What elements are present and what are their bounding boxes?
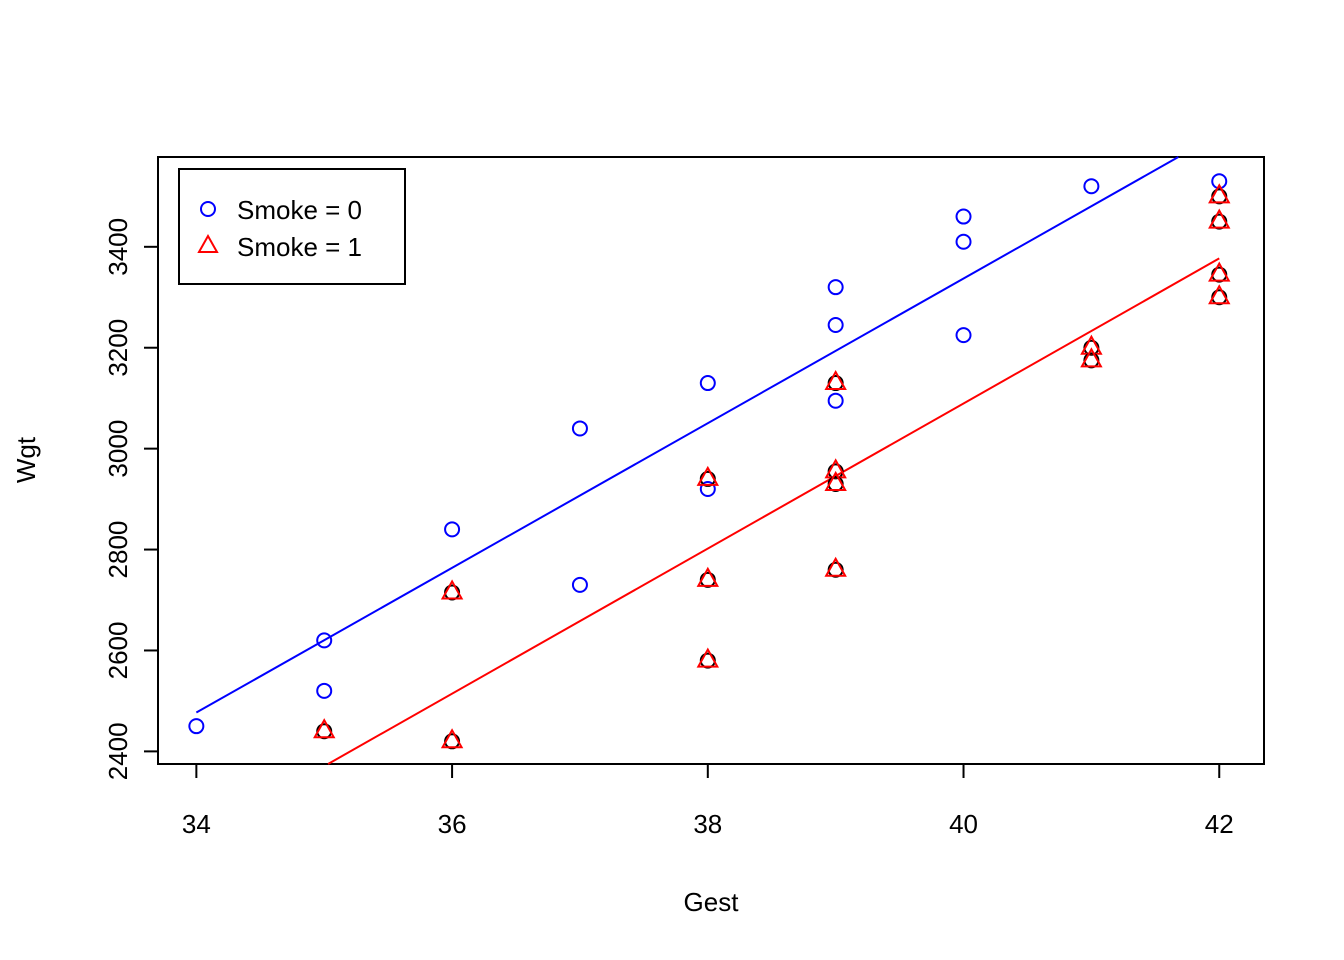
point-smoke-1-circle bbox=[1211, 289, 1228, 306]
point-smoke-0 bbox=[571, 420, 588, 437]
fit-line-series-1 bbox=[327, 257, 1220, 765]
point-smoke-1-circle bbox=[699, 652, 716, 669]
y-tick-label: 2800 bbox=[103, 521, 133, 579]
point-smoke-0 bbox=[316, 682, 333, 699]
point-smoke-1 bbox=[824, 470, 847, 491]
x-axis-title: Gest bbox=[684, 887, 740, 917]
legend-triangle-marker bbox=[197, 233, 219, 253]
point-smoke-0 bbox=[316, 632, 333, 649]
point-smoke-0 bbox=[571, 576, 588, 593]
point-smoke-0 bbox=[444, 521, 461, 538]
y-tick-label: 3000 bbox=[103, 420, 133, 478]
point-smoke-0 bbox=[827, 392, 844, 409]
point-smoke-1-circle bbox=[1211, 213, 1228, 230]
point-smoke-0 bbox=[955, 233, 972, 250]
legend-label-smoke-1: Smoke = 1 bbox=[237, 232, 362, 262]
point-smoke-1 bbox=[824, 369, 847, 391]
y-tick-label: 3200 bbox=[103, 319, 133, 377]
point-smoke-0 bbox=[1211, 173, 1228, 190]
point-smoke-1-circle bbox=[444, 584, 461, 601]
point-smoke-1 bbox=[1208, 183, 1231, 204]
legend: Smoke = 0 Smoke = 1 bbox=[178, 168, 406, 285]
fit-line-series-0 bbox=[195, 156, 1179, 714]
point-smoke-1 bbox=[1080, 347, 1103, 368]
point-smoke-1 bbox=[440, 579, 464, 600]
x-tick-label: 34 bbox=[182, 809, 211, 839]
point-smoke-1-circle bbox=[699, 571, 716, 588]
point-smoke-1-circle bbox=[827, 561, 844, 578]
point-smoke-0 bbox=[699, 375, 716, 392]
point-smoke-1-circle bbox=[699, 470, 716, 487]
x-tick-label: 36 bbox=[438, 809, 467, 839]
point-smoke-1 bbox=[1208, 284, 1231, 305]
point-smoke-1-circle bbox=[316, 723, 333, 740]
legend-box bbox=[178, 168, 406, 285]
data-points bbox=[188, 173, 1231, 750]
point-smoke-1 bbox=[696, 566, 720, 587]
legend-label-smoke-0: Smoke = 0 bbox=[237, 195, 362, 225]
point-smoke-0 bbox=[699, 481, 716, 498]
x-axis: 34 36 38 40 42 bbox=[182, 763, 1234, 839]
point-smoke-1 bbox=[313, 718, 336, 739]
y-tick-label: 2600 bbox=[103, 622, 133, 680]
point-smoke-0 bbox=[827, 317, 844, 334]
point-smoke-1-circle bbox=[1211, 266, 1228, 283]
point-smoke-1 bbox=[1208, 261, 1231, 282]
legend-circle-marker bbox=[200, 201, 216, 217]
point-smoke-0 bbox=[188, 718, 205, 735]
y-axis-title: Wgt bbox=[11, 436, 41, 483]
x-tick-label: 42 bbox=[1205, 809, 1234, 839]
x-tick-label: 40 bbox=[949, 809, 978, 839]
point-smoke-1 bbox=[824, 556, 847, 577]
point-smoke-1 bbox=[696, 647, 720, 668]
y-axis: 2400 2600 2800 3000 3200 3400 bbox=[103, 218, 159, 780]
point-smoke-1-circle bbox=[444, 733, 461, 750]
y-tick-label: 2400 bbox=[103, 722, 133, 780]
point-smoke-1 bbox=[696, 465, 720, 486]
point-smoke-0 bbox=[827, 279, 844, 296]
regression-lines bbox=[195, 156, 1220, 765]
point-smoke-0 bbox=[1083, 178, 1100, 195]
point-smoke-1-circle bbox=[827, 375, 844, 392]
point-smoke-1 bbox=[1208, 208, 1231, 229]
point-smoke-0 bbox=[955, 327, 972, 344]
point-smoke-0 bbox=[955, 208, 972, 225]
y-tick-label: 3400 bbox=[103, 218, 133, 276]
x-tick-label: 38 bbox=[693, 809, 722, 839]
point-smoke-1 bbox=[440, 728, 464, 749]
point-smoke-1-circle bbox=[1211, 188, 1228, 205]
